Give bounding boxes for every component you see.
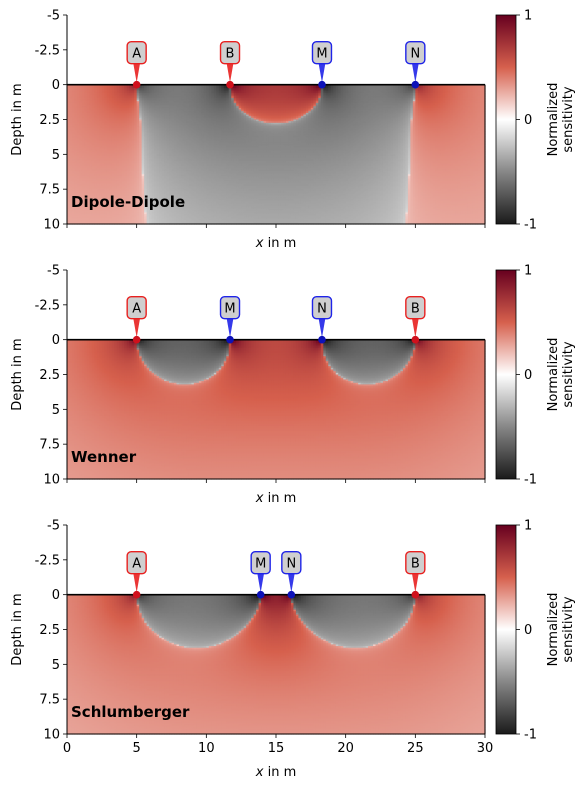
panel-dipole-dipole: -5-2.502.557.510x in mDepth in mDipole-D… [10,9,486,252]
